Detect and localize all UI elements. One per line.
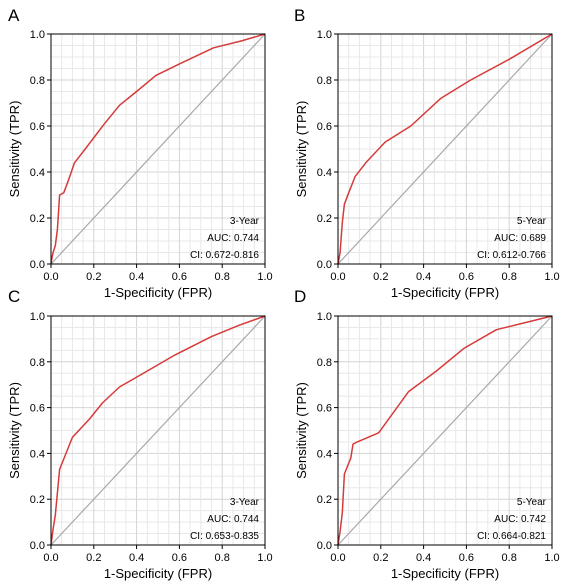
y-tick-label: 0.8 <box>317 75 332 87</box>
y-tick-label: 0.8 <box>317 357 332 369</box>
x-tick-label: 0.0 <box>43 271 58 283</box>
x-axis-label: 1-Specificity (FPR) <box>391 285 499 300</box>
x-tick-label: 0.8 <box>502 271 517 283</box>
y-tick-label: 0.4 <box>30 448 45 460</box>
y-tick-label: 0.6 <box>317 121 332 133</box>
x-tick-label: 0.6 <box>459 552 474 564</box>
x-tick-label: 1.0 <box>257 271 272 283</box>
y-tick-label: 0.4 <box>317 448 332 460</box>
annotation-line: 5-Year <box>517 497 547 508</box>
x-tick-label: 0.6 <box>172 271 187 283</box>
annotation-line: AUC: 0.744 <box>207 233 259 244</box>
annotation-line: AUC: 0.742 <box>494 514 546 525</box>
roc-curve-series <box>337 33 553 265</box>
annotation-line: AUC: 0.689 <box>494 233 546 244</box>
y-tick-label: 0.2 <box>317 494 332 506</box>
y-tick-label: 0.2 <box>30 494 45 506</box>
plot-frame <box>50 315 266 546</box>
roc-curve-series <box>50 315 266 546</box>
panel-label: B <box>294 6 305 25</box>
x-tick-label: 1.0 <box>257 552 272 564</box>
y-tick-label: 0.0 <box>317 259 332 271</box>
y-tick-label: 0.2 <box>30 213 45 225</box>
x-tick-label: 0.4 <box>129 271 144 283</box>
y-tick-label: 0.0 <box>30 540 45 552</box>
roc-panel-c: C 0.0 0.2 0.4 0.6 0.8 1.0 0.0 0.2 0.4 0.6 0.8 1.0 1-S… <box>7 287 273 581</box>
y-tick-label: 0.8 <box>30 75 45 87</box>
roc-panel-a: A 0.0 0.2 0.4 0.6 0.8 1.0 0.0 0.2 0.4 0.6 0.8 1.0 1-S… <box>7 6 273 300</box>
x-tick-label: 0.2 <box>373 552 388 564</box>
y-tick-label: 0.0 <box>30 259 45 271</box>
x-tick-label: 0.0 <box>43 552 58 564</box>
y-tick-label: 1.0 <box>30 311 45 323</box>
panel-label: A <box>8 6 20 25</box>
plot-frame <box>337 315 553 546</box>
annotation-line: CI: 0.612-0.766 <box>477 250 546 261</box>
annotation-line: CI: 0.672-0.816 <box>190 250 259 261</box>
panel-label: C <box>8 287 20 306</box>
y-tick-label: 0.2 <box>317 213 332 225</box>
x-tick-label: 0.2 <box>373 271 388 283</box>
y-axis-label: Sensitivity (TPR) <box>7 382 22 479</box>
x-tick-label: 0.0 <box>330 271 345 283</box>
annotation-line: CI: 0.664-0.821 <box>477 531 546 542</box>
y-tick-label: 1.0 <box>317 311 332 323</box>
grid <box>337 33 553 265</box>
annotation-line: 3-Year <box>230 497 260 508</box>
panel-label: D <box>294 287 306 306</box>
x-tick-label: 0.4 <box>416 552 431 564</box>
roc-curve-series <box>50 33 266 265</box>
y-tick-label: 1.0 <box>317 29 332 41</box>
x-tick-label: 0.0 <box>330 552 345 564</box>
annotation-line: AUC: 0.744 <box>207 514 259 525</box>
diagonal-reference-line <box>50 315 266 546</box>
diagonal-reference-line <box>337 315 553 546</box>
roc-panel-b: B 0.0 0.2 0.4 0.6 0.8 1.0 0.0 0.2 0.4 0.6 0.8 1.0 1-S… <box>294 6 560 300</box>
y-tick-label: 0.4 <box>317 167 332 179</box>
x-axis-label: 1-Specificity (FPR) <box>104 285 212 300</box>
annotation-line: 5-Year <box>517 216 547 227</box>
x-tick-label: 1.0 <box>544 271 559 283</box>
y-tick-label: 0.0 <box>317 540 332 552</box>
y-axis-label: Sensitivity (TPR) <box>294 101 309 198</box>
y-tick-label: 0.4 <box>30 167 45 179</box>
plot-frame <box>50 33 266 265</box>
y-tick-label: 0.6 <box>30 121 45 133</box>
plot-frame <box>337 33 553 265</box>
x-tick-label: 0.8 <box>215 271 230 283</box>
y-tick-label: 0.8 <box>30 357 45 369</box>
y-axis-label: Sensitivity (TPR) <box>7 101 22 198</box>
roc-curve-series <box>337 315 553 546</box>
x-tick-label: 0.6 <box>459 271 474 283</box>
x-tick-label: 0.4 <box>129 552 144 564</box>
x-tick-label: 0.8 <box>215 552 230 564</box>
annotation-line: 3-Year <box>230 216 260 227</box>
x-axis-label: 1-Specificity (FPR) <box>104 566 212 581</box>
x-tick-label: 0.6 <box>172 552 187 564</box>
x-tick-label: 0.4 <box>416 271 431 283</box>
y-axis-label: Sensitivity (TPR) <box>294 382 309 479</box>
x-tick-label: 1.0 <box>544 552 559 564</box>
annotation-line: CI: 0.653-0.835 <box>190 531 259 542</box>
x-tick-label: 0.2 <box>86 271 101 283</box>
y-tick-label: 1.0 <box>30 29 45 41</box>
y-tick-label: 0.6 <box>317 403 332 415</box>
diagonal-reference-line <box>337 33 553 265</box>
grid <box>50 315 266 546</box>
roc-panel-d: D 0.0 0.2 0.4 0.6 0.8 1.0 0.0 0.2 0.4 0.6 0.8 1.0 1-S… <box>294 287 560 581</box>
x-tick-label: 0.2 <box>86 552 101 564</box>
diagonal-reference-line <box>50 33 266 265</box>
x-axis-label: 1-Specificity (FPR) <box>391 566 499 581</box>
y-tick-label: 0.6 <box>30 403 45 415</box>
x-tick-label: 0.8 <box>502 552 517 564</box>
grid <box>50 33 266 265</box>
